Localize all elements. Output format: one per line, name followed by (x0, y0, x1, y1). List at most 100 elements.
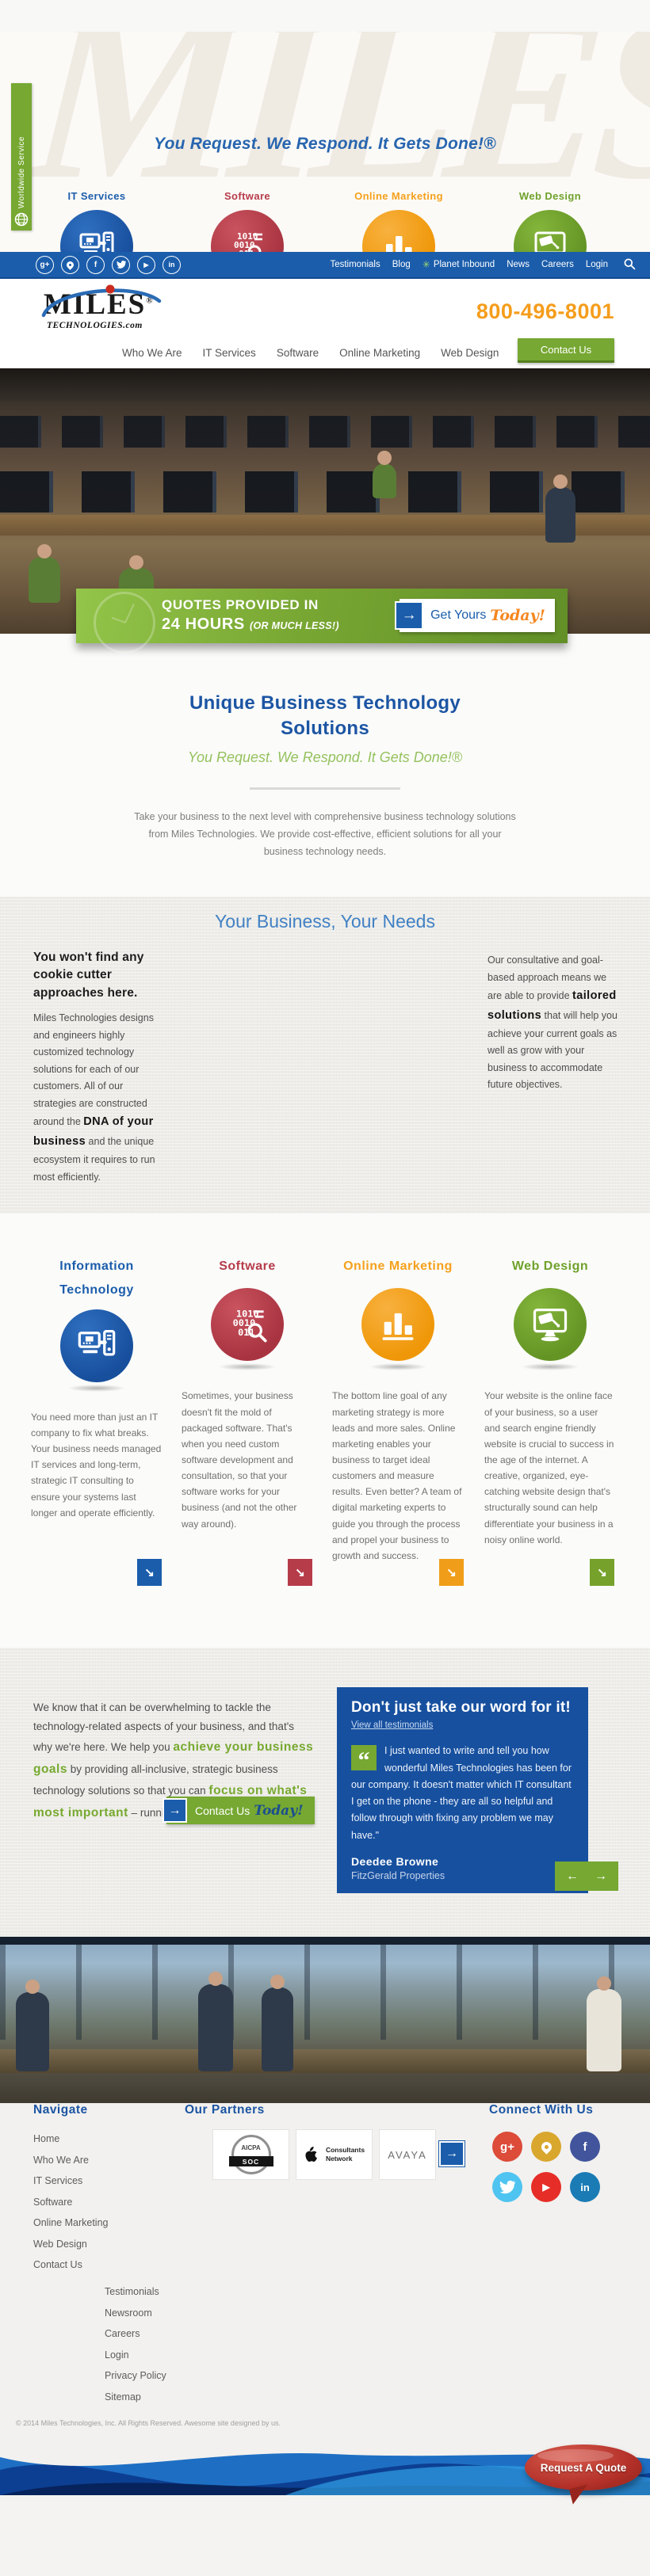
miles-logo[interactable]: MILES® TECHNOLOGIES.com (41, 284, 162, 330)
twitter-icon[interactable] (112, 255, 130, 274)
photo-person (587, 1976, 621, 2071)
mini-service-software[interactable]: Software (188, 190, 307, 252)
your-business-heading: Your Business, Your Needs (215, 911, 435, 932)
marketing-more-arrow-button[interactable]: ↘ (439, 1559, 464, 1586)
service-column-it: Information Technology You need more tha… (31, 1255, 162, 1521)
footer-link-home[interactable]: Home (33, 2133, 60, 2144)
partner-aicpa-soc-badge[interactable]: AICPA SOC (212, 2129, 289, 2180)
mini-service-webdesign[interactable]: Web Design (491, 190, 610, 252)
it-more-arrow-button[interactable]: ↘ (137, 1559, 162, 1586)
footer-link-online-marketing[interactable]: Online Marketing (33, 2217, 109, 2228)
menu-who-we-are[interactable]: Who We Are (122, 347, 182, 359)
facebook-icon[interactable]: f (570, 2132, 600, 2162)
contact-us-button[interactable]: Contact Us (518, 338, 614, 363)
testimonial-box: Don't just take our word for it! View al… (337, 1687, 618, 1893)
mini-service-marketing[interactable]: Online Marketing (339, 190, 458, 252)
util-link-planet-inbound[interactable]: ✳ Planet Inbound (422, 259, 495, 270)
map-pin-icon[interactable] (531, 2132, 561, 2162)
footer-link-privacy-policy[interactable]: Privacy Policy (105, 2370, 166, 2381)
menu-it-services[interactable]: IT Services (202, 347, 256, 359)
footer-link-contact-us[interactable]: Contact Us (33, 2259, 82, 2270)
partner-avaya[interactable]: AVAYA (379, 2129, 436, 2180)
contact-us-today-button[interactable]: → Contact Us Today! (162, 1797, 315, 1824)
footer-link-login[interactable]: Login (105, 2349, 129, 2361)
navigate-heading: Navigate (33, 2103, 88, 2117)
utility-bar: g+ f ▶ in Testimonials Blog ✳ Planet Inbo… (0, 252, 650, 279)
binary-code-icon (228, 227, 266, 252)
icon-shadow (521, 1363, 579, 1371)
youtube-icon[interactable]: ▶ (137, 255, 155, 274)
main-menu: Who We Are IT Services Software Online M… (122, 347, 499, 359)
google-plus-icon[interactable]: g+ (492, 2132, 522, 2162)
bar-chart-icon (380, 227, 418, 252)
mini-service-it[interactable]: IT Services (37, 190, 156, 252)
arrow-right-icon: → (395, 601, 424, 630)
util-link-news[interactable]: News (507, 260, 530, 269)
footer-link-careers[interactable]: Careers (105, 2328, 140, 2339)
banner-note: (OR MUCH LESS!) (250, 620, 339, 631)
facebook-icon[interactable]: f (86, 255, 105, 274)
software-service-icon-card[interactable] (209, 1288, 285, 1371)
service-column-marketing: Online Marketing The bottom line goal of… (332, 1255, 464, 1564)
util-link-testimonials[interactable]: Testimonials (330, 260, 380, 269)
service-column-webdesign: Web Design Your website is the online fa… (484, 1255, 616, 1548)
pin-shape (538, 2139, 554, 2155)
footer-link-it-services[interactable]: IT Services (33, 2175, 83, 2186)
map-pin-icon[interactable] (61, 255, 79, 274)
icon-shadow (218, 1363, 277, 1371)
request-a-quote-button[interactable]: Request A Quote (525, 2445, 642, 2490)
photo-ceiling (0, 368, 650, 402)
menu-software[interactable]: Software (276, 347, 319, 359)
logo-text: MILES (44, 288, 147, 321)
phone-number: 800-496-8001 (476, 299, 614, 323)
google-plus-icon[interactable]: g+ (36, 255, 54, 274)
photo-monitor-row (0, 471, 650, 513)
webdesign-more-arrow-button[interactable]: ↘ (590, 1559, 614, 1586)
photo-person (262, 1975, 293, 2071)
facebook-glyph: f (583, 2140, 587, 2154)
intro-section: Unique Business Technology Solutions You… (0, 634, 650, 897)
testimonial-company: FitzGerald Properties (351, 1869, 445, 1881)
util-link-careers[interactable]: Careers (541, 260, 574, 269)
copyright-text: © 2014 Miles Technologies, Inc. All Righ… (16, 2419, 281, 2427)
it-service-icon-card[interactable] (59, 1309, 135, 1392)
next-arrow-button[interactable]: → (595, 1869, 607, 1883)
menu-web-design[interactable]: Web Design (441, 347, 499, 359)
intro-subheading: You Request. We Respond. It Gets Done!® (187, 749, 463, 765)
intro-heading: Unique Business Technology Solutions (189, 692, 461, 740)
photo-frame (0, 1937, 650, 1945)
footer-link-testimonials[interactable]: Testimonials (105, 2286, 159, 2297)
facebook-glyph: f (94, 260, 98, 269)
footer-link-who-we-are[interactable]: Who We Are (33, 2154, 89, 2166)
partners-heading: Our Partners (185, 2103, 265, 2117)
footer-link-web-design[interactable]: Web Design (33, 2238, 87, 2250)
button-text: Get Yours (430, 608, 487, 622)
bar-chart-icon (377, 1304, 419, 1345)
intro-paragraph: Take your business to the next level wit… (134, 810, 516, 858)
linkedin-glyph: in (580, 2181, 590, 2193)
marketing-service-icon-card[interactable] (360, 1288, 436, 1371)
youtube-icon[interactable]: ▶ (531, 2172, 561, 2202)
view-all-testimonials-link[interactable]: View all testimonials (351, 1721, 434, 1731)
footer: Navigate Home Who We Are IT Services Sof… (0, 2103, 650, 2446)
partners-next-arrow-button[interactable]: → (439, 2141, 465, 2166)
icon-shadow (369, 1363, 427, 1371)
menu-online-marketing[interactable]: Online Marketing (339, 347, 421, 359)
footer-link-sitemap[interactable]: Sitemap (105, 2391, 141, 2403)
connect-heading: Connect With Us (489, 2103, 594, 2117)
photo-monitor-row (0, 416, 650, 448)
get-yours-today-button[interactable]: → Get Yours Today! (395, 599, 555, 632)
software-more-arrow-button[interactable]: ↘ (288, 1559, 312, 1586)
footer-link-software[interactable]: Software (33, 2196, 73, 2208)
partner-apple-consultants[interactable]: Consultants Network (296, 2129, 373, 2180)
search-icon[interactable] (623, 257, 637, 272)
util-link-login[interactable]: Login (585, 260, 608, 269)
webdesign-service-icon-card[interactable] (512, 1288, 588, 1371)
footer-link-newsroom[interactable]: Newsroom (105, 2307, 152, 2319)
twitter-icon[interactable] (492, 2172, 522, 2202)
linkedin-icon[interactable]: in (570, 2172, 600, 2202)
clock-watermark-icon (94, 592, 155, 654)
prev-arrow-button[interactable]: ← (566, 1869, 579, 1883)
util-link-blog[interactable]: Blog (392, 260, 411, 269)
linkedin-icon[interactable]: in (162, 255, 181, 274)
